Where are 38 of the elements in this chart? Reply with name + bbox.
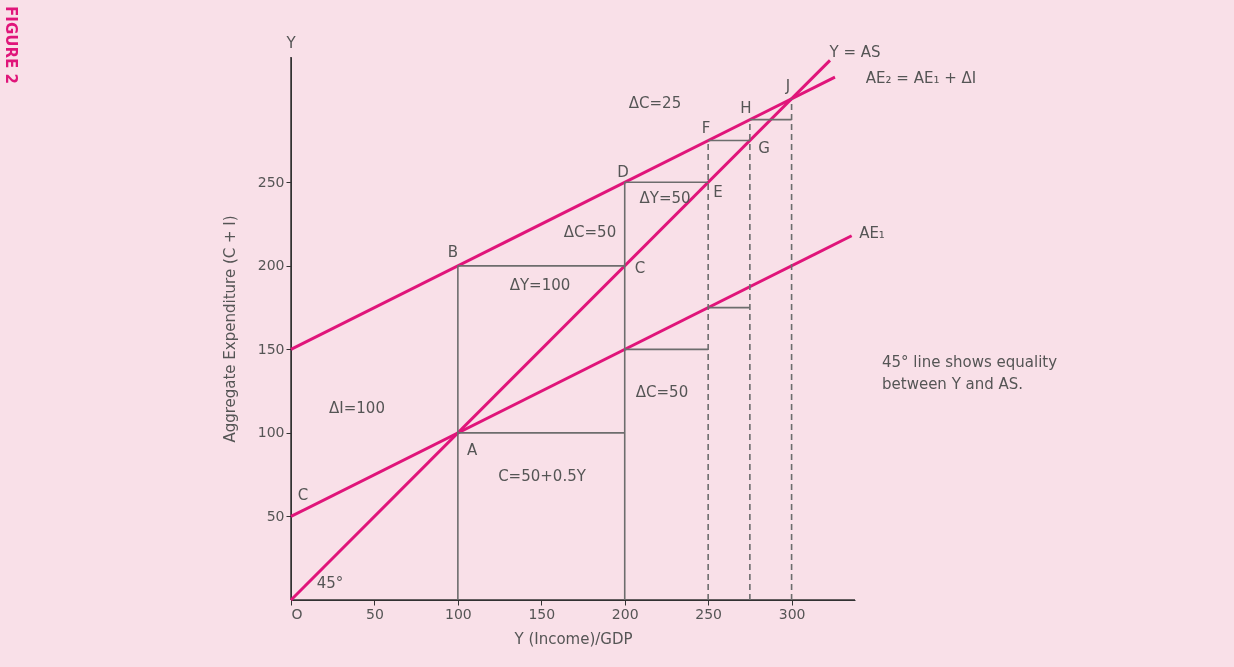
- text: Y: [285, 34, 297, 52]
- annotation: H: [740, 99, 752, 117]
- annotation: A: [466, 441, 478, 459]
- annotation: ΔY=100: [509, 276, 571, 294]
- annotation: ΔY=50: [639, 189, 691, 207]
- annotation: C: [634, 259, 646, 277]
- y-tick-label: 250: [257, 173, 285, 190]
- text: 45° line shows equality between Y and AS.: [882, 353, 1058, 393]
- annotation: Y = AS: [828, 43, 881, 61]
- annotation: ΔC=50: [563, 223, 617, 241]
- annotation: G: [758, 139, 770, 157]
- x-tick-label: O: [291, 605, 303, 622]
- y-tick-label: 200: [257, 257, 285, 274]
- y-tick-label: 100: [257, 424, 285, 441]
- annotation: D: [617, 163, 629, 181]
- annotation: E: [713, 183, 723, 201]
- annotation: 45°: [316, 574, 344, 592]
- y-axis-title: Aggregate Expenditure (C + I): [220, 215, 239, 443]
- annotation: C: [297, 486, 309, 504]
- annotation: J: [784, 77, 791, 95]
- annotation: B: [447, 243, 459, 261]
- text: AE₂ = AE₁ + ΔI: [865, 69, 977, 87]
- x-tick-label: 200: [611, 605, 639, 622]
- annotation: ΔC=50: [635, 383, 689, 401]
- annotation: ΔI=100: [329, 399, 385, 417]
- x-tick-label: 50: [366, 605, 384, 622]
- annotation: F: [701, 119, 711, 137]
- x-tick-label: 250: [695, 605, 723, 622]
- x-axis-title: Y (Income)/GDP: [513, 629, 633, 648]
- annotation: ΔC=25: [628, 94, 682, 112]
- text: AE₁: [859, 224, 885, 242]
- y-tick-label: 150: [257, 340, 285, 357]
- x-tick-label: 150: [528, 605, 556, 622]
- y-tick-label: 50: [266, 507, 285, 524]
- caption: FIGURE 2: [2, 6, 20, 84]
- x-tick-label: 300: [778, 605, 806, 622]
- x-tick-label: 100: [445, 605, 472, 622]
- annotation: C=50+0.5Y: [498, 467, 587, 485]
